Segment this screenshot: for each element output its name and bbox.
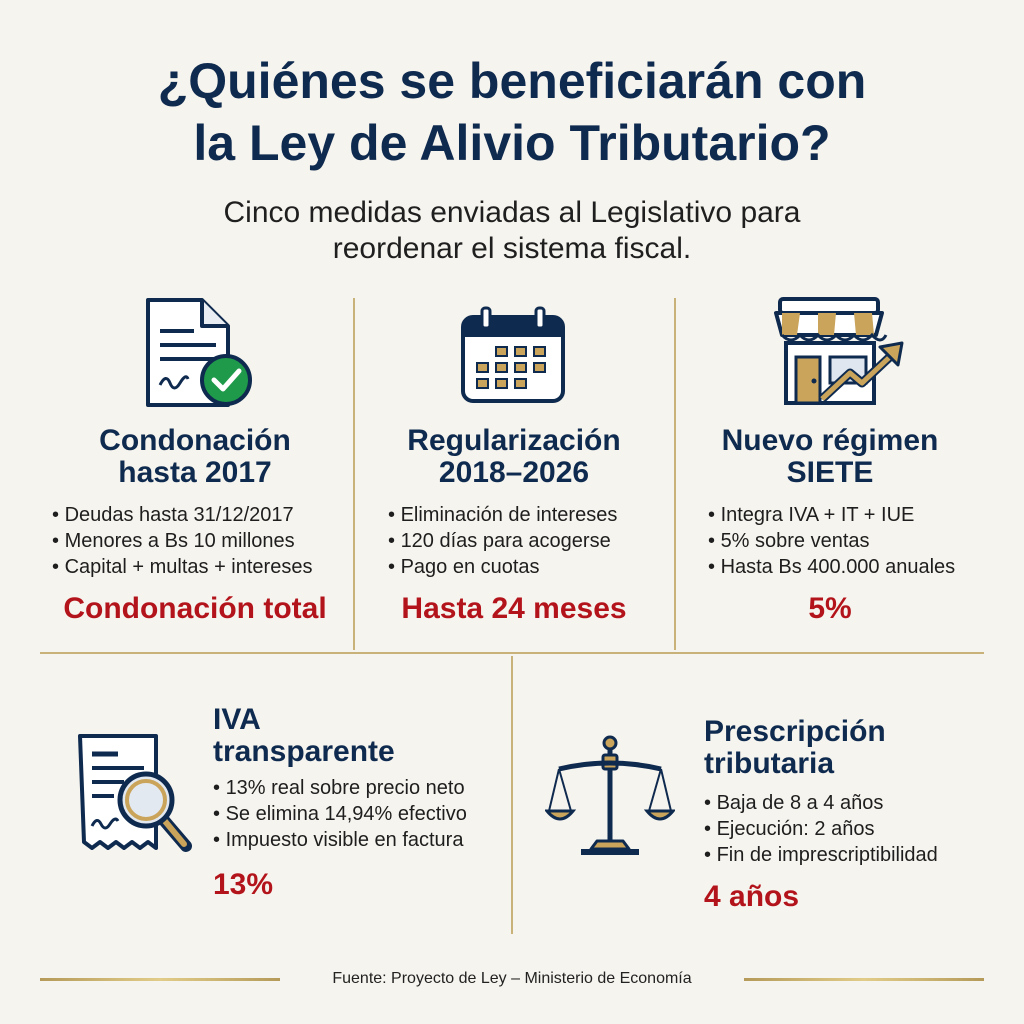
storefront-growth-icon [774,297,904,405]
card-bullets: Deudas hasta 31/12/2017 Menores a Bs 10 … [52,502,352,580]
title-line-2: la Ley de Alivio Tributario? [193,115,831,171]
subtitle-line-2: reordenar el sistema fiscal. [332,232,692,265]
bullet-item: Eliminación de intereses [388,502,668,528]
bullet-item: Pago en cuotas [388,554,668,580]
card-title: IVA transparente [213,704,503,768]
card-title: Prescripción tributaria [704,716,984,780]
bullet-item: Integra IVA + IT + IUE [708,502,988,528]
document-check-icon [146,298,252,407]
footer-rule-right [744,978,984,981]
card-bullets: Integra IVA + IT + IUE 5% sobre ventas H… [708,502,988,580]
page-title: ¿Quiénes se beneficiarán con la Ley de A… [0,50,1024,174]
bullet-item: 120 días para acogerse [388,528,668,554]
card-title-line-2: SIETE [786,456,874,489]
scales-icon [545,735,675,855]
footer-rule-left [40,978,280,981]
bullet-item: Se elimina 14,94% efectivo [213,801,505,827]
bullet-item: Hasta Bs 400.000 anuales [708,554,988,580]
bullet-item: Fin de imprescriptibilidad [704,842,994,868]
card-title-line-1: Nuevo régimen [721,424,939,457]
bullet-item: Ejecución: 2 años [704,816,994,842]
page-subtitle: Cinco medidas enviadas al Legislativo pa… [0,195,1024,267]
divider-horizontal [40,652,984,654]
bullet-item: Menores a Bs 10 millones [52,528,352,554]
card-title-line-2: hasta 2017 [118,456,272,489]
card-title-line-1: Condonación [99,424,291,457]
bullet-item: Impuesto visible en factura [213,827,505,853]
bullet-item: Baja de 8 a 4 años [704,790,994,816]
card-title-line-1: IVA [213,703,261,736]
bullet-item: 13% real sobre precio neto [213,775,505,801]
calendar-icon [461,306,565,403]
card-title: Condonación hasta 2017 [40,425,350,489]
card-title-line-1: Prescripción [704,715,886,748]
title-line-1: ¿Quiénes se beneficiarán con [157,53,867,109]
card-bullets: 13% real sobre precio neto Se elimina 14… [213,775,505,853]
bullet-item: 5% sobre ventas [708,528,988,554]
card-highlight: Condonación total [63,592,327,625]
divider-vertical-1 [353,298,355,650]
bullet-item: Deudas hasta 31/12/2017 [52,502,352,528]
card-highlight: 4 años [704,880,800,913]
card-highlight: Hasta 24 meses [401,592,627,625]
subtitle-line-1: Cinco medidas enviadas al Legislativo pa… [223,196,801,229]
bullet-item: Capital + multas + intereses [52,554,352,580]
card-title-line-1: Regularización [407,424,621,457]
receipt-magnifier-icon [78,734,192,852]
card-title-line-2: 2018–2026 [438,456,590,489]
card-bullets: Eliminación de intereses 120 días para a… [388,502,668,580]
card-highlight: 13% [213,868,274,901]
source-footer: Fuente: Proyecto de Ley – Ministerio de … [332,970,692,987]
card-bullets: Baja de 8 a 4 años Ejecución: 2 años Fin… [704,790,994,868]
card-title-line-2: tributaria [704,747,835,780]
divider-vertical-2 [674,298,676,650]
card-title-line-2: transparente [213,735,395,768]
card-highlight: 5% [808,592,852,625]
card-title: Regularización 2018–2026 [356,425,672,489]
divider-vertical-3 [511,656,513,934]
card-title: Nuevo régimen SIETE [676,425,984,489]
